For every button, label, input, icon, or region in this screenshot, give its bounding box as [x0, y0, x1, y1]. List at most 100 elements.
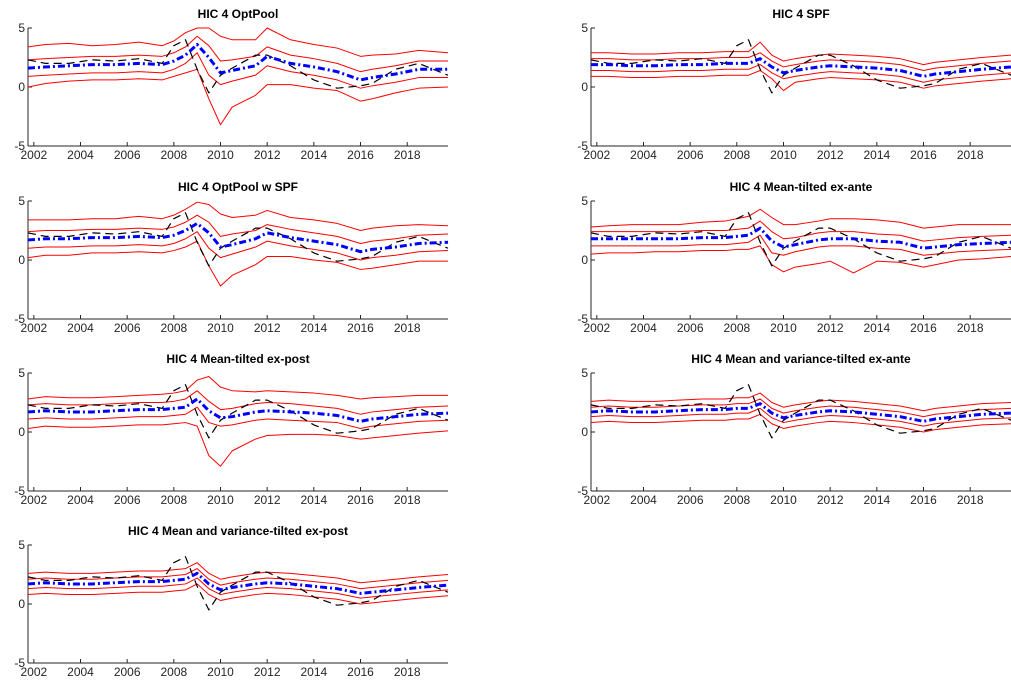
- y-tick-label: -5: [577, 312, 588, 326]
- series-line: [590, 407, 1011, 427]
- series-line: [591, 226, 1011, 250]
- x-tick-label: 2006: [114, 148, 141, 162]
- y-tick-label: 5: [18, 366, 25, 380]
- x-tick-label: 2004: [630, 493, 657, 507]
- x-tick-label: 2016: [347, 148, 374, 162]
- subplot: HIC 4 OptPool -5 0 5 2002 2004 2006 2008 2010 201…: [14, 7, 449, 162]
- x-tick-label: 2012: [817, 321, 844, 335]
- y-tick-label: 0: [581, 253, 588, 267]
- subplot: HIC 4 Mean and variance-tilted ex-post -5…: [14, 524, 449, 679]
- subplot-title: HIC 4 OptPool: [198, 7, 279, 21]
- subplot: HIC 4 Mean-tilted ex-post -5 0 5 2002 2004 200…: [14, 352, 449, 507]
- y-tick-label: 5: [18, 538, 25, 552]
- series-line: [590, 384, 1011, 439]
- y-tick-label: -5: [14, 139, 25, 153]
- x-tick-label: 2014: [300, 321, 327, 335]
- x-tick-label: 2016: [347, 321, 374, 335]
- x-tick-label: 2010: [770, 493, 797, 507]
- x-tick-label: 2012: [254, 321, 281, 335]
- x-tick-label: 2010: [770, 321, 797, 335]
- x-tick-label: 2016: [347, 665, 374, 679]
- y-tick-label: -5: [14, 484, 25, 498]
- series-line: [27, 43, 448, 82]
- x-tick-label: 2014: [863, 321, 890, 335]
- series-line: [27, 390, 449, 415]
- x-tick-label: 2008: [160, 665, 187, 679]
- y-tick-label: 0: [581, 425, 588, 439]
- y-tick-label: 5: [18, 194, 25, 208]
- series-line: [28, 201, 449, 231]
- x-tick-label: 2002: [583, 148, 610, 162]
- x-tick-label: 2006: [677, 148, 704, 162]
- x-tick-label: 2010: [207, 321, 234, 335]
- x-tick-label: 2002: [20, 665, 47, 679]
- y-tick-label: -5: [14, 656, 25, 670]
- series-line: [27, 568, 449, 590]
- x-tick-label: 2010: [207, 665, 234, 679]
- x-tick-label: 2004: [630, 321, 657, 335]
- x-tick-label: 2014: [300, 148, 327, 162]
- series-line: [27, 397, 449, 423]
- x-tick-label: 2002: [20, 148, 47, 162]
- subplot-title: HIC 4 Mean and variance-tilted ex-ante: [691, 352, 911, 366]
- series-line: [27, 27, 449, 57]
- series-line: [27, 406, 449, 429]
- series-line: [27, 571, 449, 595]
- subplot-title: HIC 4 Mean-tilted ex-post: [166, 352, 309, 366]
- series-line: [27, 562, 449, 584]
- y-tick-label: 5: [581, 366, 588, 380]
- x-tick-label: 2012: [254, 665, 281, 679]
- series-line: [27, 231, 449, 261]
- y-tick-label: 5: [18, 21, 25, 35]
- subplot: HIC 4 Mean and variance-tilted ex-ante -5…: [577, 352, 1011, 507]
- y-tick-label: 5: [581, 194, 588, 208]
- subplot: HIC 4 Mean-tilted ex-ante -5 0 5 2002 2004 200…: [577, 180, 1011, 335]
- x-tick-label: 2002: [20, 493, 47, 507]
- series-line: [27, 39, 449, 94]
- x-tick-label: 2018: [394, 321, 421, 335]
- series-line: [590, 392, 1011, 412]
- x-tick-label: 2014: [300, 665, 327, 679]
- x-tick-label: 2018: [957, 493, 984, 507]
- series-line: [27, 556, 449, 611]
- series-line: [591, 234, 1011, 256]
- x-tick-label: 2008: [160, 321, 187, 335]
- series-line: [27, 583, 449, 605]
- x-tick-label: 2006: [677, 493, 704, 507]
- series-line: [27, 52, 448, 89]
- series-line: [27, 221, 449, 254]
- x-tick-label: 2002: [20, 321, 47, 335]
- y-tick-label: 0: [18, 425, 25, 439]
- subplot: HIC 4 SPF -5 0 5 2002 2004 2006 2008 2010 2012 201…: [577, 7, 1011, 162]
- y-tick-label: -5: [577, 139, 588, 153]
- series-line: [27, 240, 448, 287]
- subplot-title: HIC 4 Mean and variance-tilted ex-post: [128, 524, 348, 538]
- x-tick-label: 2004: [67, 148, 94, 162]
- series-line: [27, 422, 449, 467]
- x-tick-label: 2006: [114, 493, 141, 507]
- x-tick-label: 2018: [394, 493, 421, 507]
- x-tick-label: 2008: [160, 148, 187, 162]
- x-tick-label: 2002: [583, 493, 610, 507]
- x-tick-label: 2014: [300, 493, 327, 507]
- series-line: [27, 376, 448, 400]
- y-tick-label: 0: [18, 80, 25, 94]
- x-tick-label: 2006: [114, 665, 141, 679]
- series-line: [591, 220, 1011, 242]
- x-tick-label: 2004: [67, 321, 94, 335]
- series-line: [590, 245, 1011, 274]
- x-tick-label: 2006: [114, 321, 141, 335]
- subplot-title: HIC 4 SPF: [772, 7, 829, 21]
- x-tick-label: 2008: [723, 148, 750, 162]
- x-tick-label: 2016: [910, 148, 937, 162]
- x-tick-label: 2016: [347, 493, 374, 507]
- x-tick-label: 2016: [910, 493, 937, 507]
- x-tick-label: 2018: [957, 321, 984, 335]
- x-tick-label: 2010: [207, 493, 234, 507]
- y-tick-label: 0: [18, 597, 25, 611]
- x-tick-label: 2016: [910, 321, 937, 335]
- y-tick-label: 5: [581, 21, 588, 35]
- x-tick-label: 2012: [254, 148, 281, 162]
- series-line: [591, 41, 1011, 66]
